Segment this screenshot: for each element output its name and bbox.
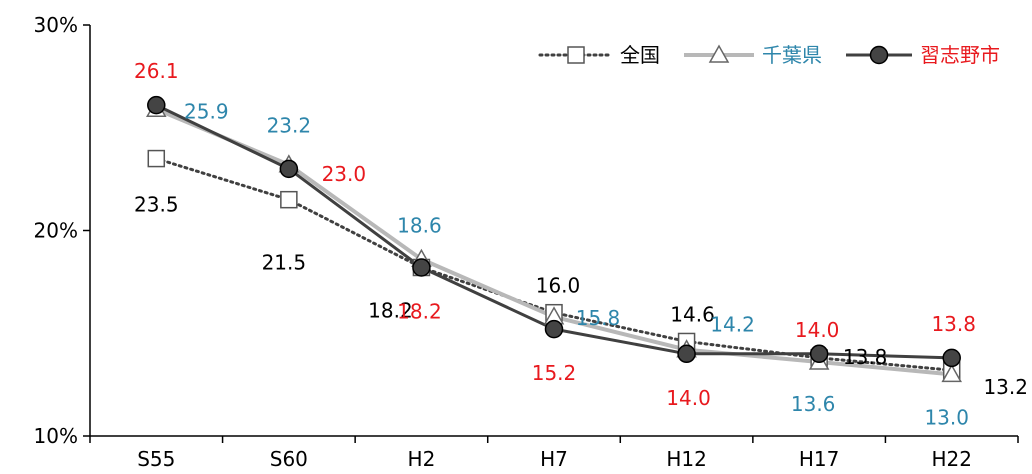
x-tick-label: H12: [666, 447, 707, 471]
series-marker-2: [677, 344, 696, 364]
data-label-1: 25.9: [184, 99, 229, 123]
data-label-0: 16.0: [536, 274, 581, 298]
data-label-1: 23.2: [267, 114, 312, 138]
legend-marker-2: [869, 45, 889, 65]
series-markers: [146, 95, 962, 383]
series-marker-2: [147, 95, 166, 115]
legend-label-1: 千葉県: [762, 43, 822, 67]
data-label-2: 14.0: [666, 386, 711, 410]
data-label-2: 15.2: [532, 361, 577, 385]
legend-label-2: 習志野市: [920, 43, 1000, 67]
x-tick-label: S60: [270, 447, 308, 471]
data-label-0: 13.8: [843, 345, 888, 369]
data-label-1: 18.6: [397, 213, 442, 237]
data-label-0: 13.2: [983, 375, 1028, 399]
data-label-0: 21.5: [262, 251, 307, 275]
x-tick-label: H22: [931, 447, 972, 471]
y-tick-label: 20%: [34, 219, 78, 243]
data-label-1: 14.2: [710, 313, 755, 337]
y-tick-label: 30%: [34, 13, 78, 37]
series-marker-2: [412, 258, 431, 277]
x-tick-label: H7: [540, 447, 568, 471]
data-label-2: 13.8: [931, 312, 976, 336]
series-marker-0: [147, 149, 166, 168]
series-marker-2: [942, 348, 961, 368]
legend-marker-1: [708, 44, 730, 63]
data-label-0: 14.6: [670, 302, 715, 326]
series-marker-0: [280, 190, 298, 209]
series-marker-2: [809, 344, 829, 364]
data-label-2: 14.0: [795, 318, 840, 342]
data-label-1: 13.6: [791, 392, 836, 416]
data-label-0: 23.5: [134, 193, 179, 217]
series-marker-1: [941, 363, 962, 383]
data-label-1: 13.0: [924, 405, 969, 429]
data-label-2: 26.1: [134, 59, 179, 83]
data-label-2: 18.2: [397, 299, 442, 323]
x-tick-label: H2: [408, 447, 436, 471]
series-marker-2: [544, 319, 564, 339]
x-tick-label: H17: [799, 447, 840, 471]
legend-marker-0: [567, 46, 585, 64]
series-marker-2: [279, 159, 299, 179]
chart-axes: 10% 20% 30% S55 S60 H2 H7 H12 H17 H22: [34, 13, 1019, 471]
data-labels: 23.5 21.5 18.2 16.0 14.6 13.8 13.2 25.9 23.2 18.6…: [134, 59, 1028, 429]
legend-label-0: 全国: [620, 43, 660, 67]
x-tick-label: S55: [137, 447, 175, 471]
data-label-2: 23.0: [322, 162, 367, 186]
data-label-0: 18.2: [368, 298, 413, 322]
data-label-1: 15.8: [576, 306, 621, 330]
y-tick-label: 10%: [34, 424, 78, 448]
legend: 全国 千葉県 習志野市: [538, 43, 1000, 67]
